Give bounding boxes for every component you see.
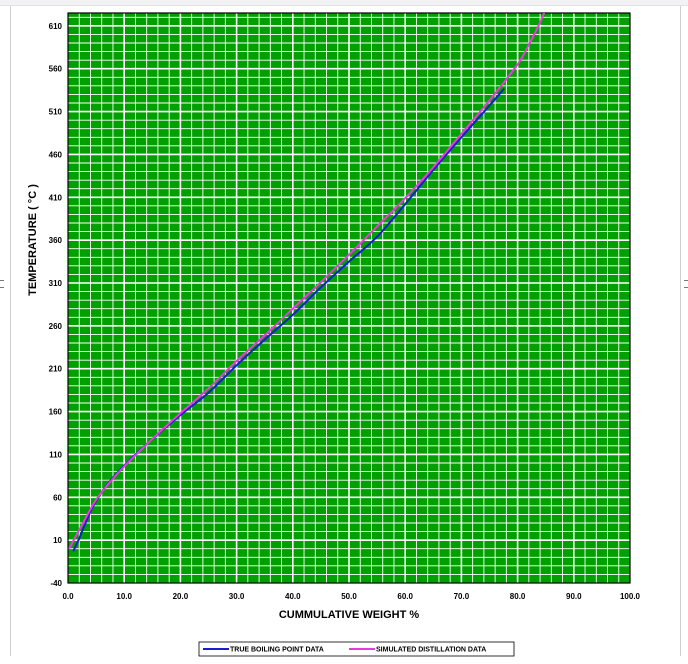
x-tick-label: 0.0 (62, 592, 74, 601)
left-edge-handle (0, 280, 4, 288)
y-tick-label: 160 (49, 408, 63, 417)
y-tick-label: 410 (49, 193, 63, 202)
y-tick-label: 260 (49, 322, 63, 331)
x-tick-label: 60.0 (397, 592, 413, 601)
y-tick-label: 10 (53, 536, 62, 545)
y-tick-label: 610 (49, 22, 63, 31)
y-axis-tick-labels: -40 10 60 110 160 210 260 310 360 410 460 510 560 610 (49, 22, 63, 588)
series-line-simulated-distillation (68, 13, 546, 549)
x-tick-label: 50.0 (341, 592, 357, 601)
y-tick-label: 310 (49, 279, 63, 288)
right-edge-handle (684, 280, 688, 288)
x-axis-tick-labels: 0.0 10.0 20.0 30.0 40.0 50.0 60.0 70.0 80.0 90.0 1… (62, 592, 640, 601)
y-tick-label: 60 (53, 493, 62, 502)
y-tick-label: 460 (49, 150, 63, 159)
plot-border (67, 12, 631, 584)
x-tick-label: 80.0 (510, 592, 526, 601)
grid-lines (68, 13, 630, 583)
window-top-bar (0, 0, 688, 6)
x-tick-label: 10.0 (116, 592, 132, 601)
y-tick-label: 210 (49, 365, 63, 374)
y-tick-label: 560 (49, 65, 63, 74)
y-tick-label: 510 (49, 108, 63, 117)
y-tick-label: 360 (49, 236, 63, 245)
y-tick-label: -40 (50, 579, 62, 588)
legend-entry-simulated-distillation: SIMULATED DISTILLATION DATA (376, 647, 486, 654)
x-axis-title: CUMMULATIVE WEIGHT % (279, 609, 420, 621)
legend: TRUE BOILING POINT DATA SIMULATED DISTILL… (198, 641, 515, 657)
x-tick-label: 30.0 (229, 592, 245, 601)
series-layer (68, 13, 546, 552)
page-border (10, 6, 681, 656)
x-tick-label: 20.0 (173, 592, 189, 601)
x-tick-label: 100.0 (620, 592, 641, 601)
x-tick-label: 70.0 (454, 592, 470, 601)
y-tick-label: 110 (49, 450, 62, 459)
x-tick-label: 40.0 (285, 592, 301, 601)
y-axis-title: TEMPERATURE ( °C ) (27, 184, 39, 296)
x-tick-label: 90.0 (566, 592, 582, 601)
legend-entry-true-boiling-point: TRUE BOILING POINT DATA (230, 647, 324, 654)
